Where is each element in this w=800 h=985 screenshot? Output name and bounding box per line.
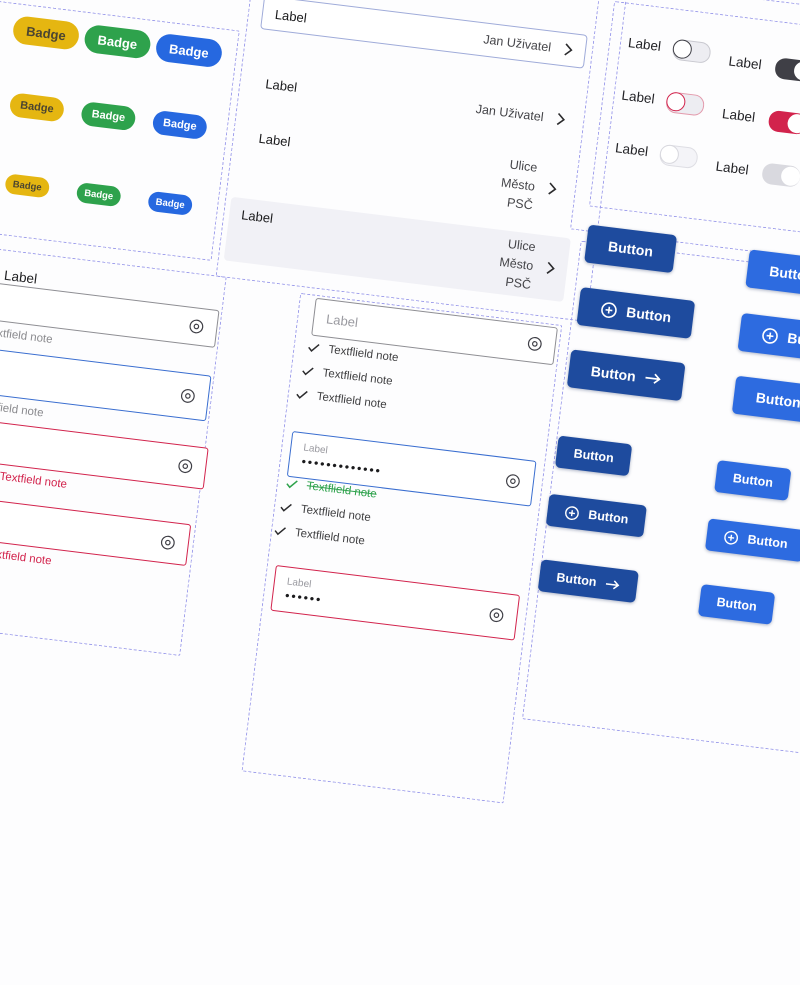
primary-button-with-arrow[interactable]: Button — [566, 349, 686, 402]
badge-yellow-small: Badge — [4, 173, 50, 199]
textfield-note-row: Textflield note — [273, 525, 365, 548]
check-icon — [308, 343, 320, 352]
check-icon — [302, 367, 314, 376]
toggle-knob — [665, 91, 687, 113]
password-dots: •••••••••••••••••• — [0, 423, 4, 451]
eye-icon[interactable] — [488, 606, 506, 624]
textfield-note-row: Textflield note — [279, 501, 371, 524]
secondary-button-with-plus[interactable]: Button — [737, 312, 800, 365]
textfield-focused-password[interactable]: Label ••••••••••••• — [286, 430, 537, 507]
textfield-note-row: Textflield note — [307, 341, 399, 364]
textfield-error-password[interactable]: •••••••••••••••••• — [0, 407, 209, 490]
toggle-knob — [671, 38, 693, 60]
textfield-content: Label •••••••••••••••••• — [0, 347, 2, 385]
toggle-knob — [658, 143, 680, 165]
plus-circle-icon — [601, 301, 617, 318]
chevron-right-icon — [556, 112, 567, 127]
plus-circle-icon — [724, 530, 739, 545]
textfield-content: Label ••••••••••••• — [301, 442, 384, 478]
textfield-error-password[interactable]: •••••••••••••••••• — [0, 485, 192, 567]
textfield-note-row: Textflield note — [301, 365, 393, 388]
toggle-knob — [792, 60, 800, 82]
textfield-note-row: Textflield note — [295, 388, 387, 411]
list-row-address[interactable]: Label Ulice Město PSČ — [241, 120, 572, 221]
list-row-value: Jan Uživatel — [482, 31, 552, 55]
chevron-right-icon — [547, 181, 558, 196]
eye-icon[interactable] — [159, 534, 177, 552]
eye-icon[interactable] — [526, 335, 544, 353]
badge-blue-small: Badge — [147, 190, 193, 216]
toggle-knob — [780, 165, 800, 187]
arrow-right-icon — [606, 579, 620, 589]
plus-circle-icon — [565, 505, 579, 520]
primary-button-with-plus[interactable]: Button — [545, 493, 648, 538]
chevron-right-icon — [563, 42, 574, 57]
textfield-default[interactable] — [0, 269, 220, 348]
badge-green-small: Badge — [76, 182, 122, 208]
list-row-address-lines: Ulice Město PSČ — [500, 157, 539, 213]
chevron-right-icon — [545, 261, 556, 276]
arrow-right-icon — [645, 373, 661, 384]
eye-icon[interactable] — [187, 318, 205, 336]
badge-green-medium: Badge — [80, 101, 137, 132]
eye-icon[interactable] — [176, 457, 194, 475]
plus-circle-icon — [762, 327, 778, 344]
badges-group: Badge Badge Badge Badge Badge Badge Badg… — [0, 0, 238, 259]
toggle-knob — [786, 113, 800, 135]
textfield-note-row-success: Textflield note — [285, 478, 377, 501]
list-row-address-hover[interactable]: Label Ulice Město PSČ — [223, 196, 571, 302]
check-icon — [296, 390, 308, 399]
badge-yellow-large: Badge — [11, 15, 81, 51]
primary-button-with-arrow[interactable]: Button — [537, 559, 640, 604]
badge-green-large: Badge — [83, 23, 152, 60]
secondary-button-with-plus[interactable]: Button — [704, 518, 800, 563]
textfield-content: Label •••••• — [284, 576, 324, 606]
center-fields-frame — [241, 292, 563, 804]
textfield-with-placeholder[interactable]: Label — [311, 297, 558, 366]
list-row-value: Jan Uživatel — [475, 101, 545, 124]
textfield-focused-password[interactable]: Label •••••••••••••••••• — [0, 334, 212, 422]
eye-icon[interactable] — [504, 472, 522, 490]
badge-blue-large: Badge — [154, 32, 224, 69]
eye-icon[interactable] — [179, 387, 197, 405]
list-row-selected[interactable]: Label Jan Uživatel — [260, 0, 588, 69]
check-icon — [280, 503, 292, 512]
badge-yellow-medium: Badge — [8, 92, 65, 123]
check-icon — [286, 480, 298, 489]
badge-blue-medium: Badge — [151, 109, 208, 141]
list-row-address-lines: Ulice Město PSČ — [498, 236, 537, 292]
textfield-placeholder: Label — [325, 310, 359, 330]
list-row[interactable]: Label Jan Uživatel — [252, 65, 580, 138]
primary-button-with-plus[interactable]: Button — [576, 287, 696, 339]
check-icon — [274, 527, 286, 536]
floating-label: Label — [0, 347, 2, 373]
